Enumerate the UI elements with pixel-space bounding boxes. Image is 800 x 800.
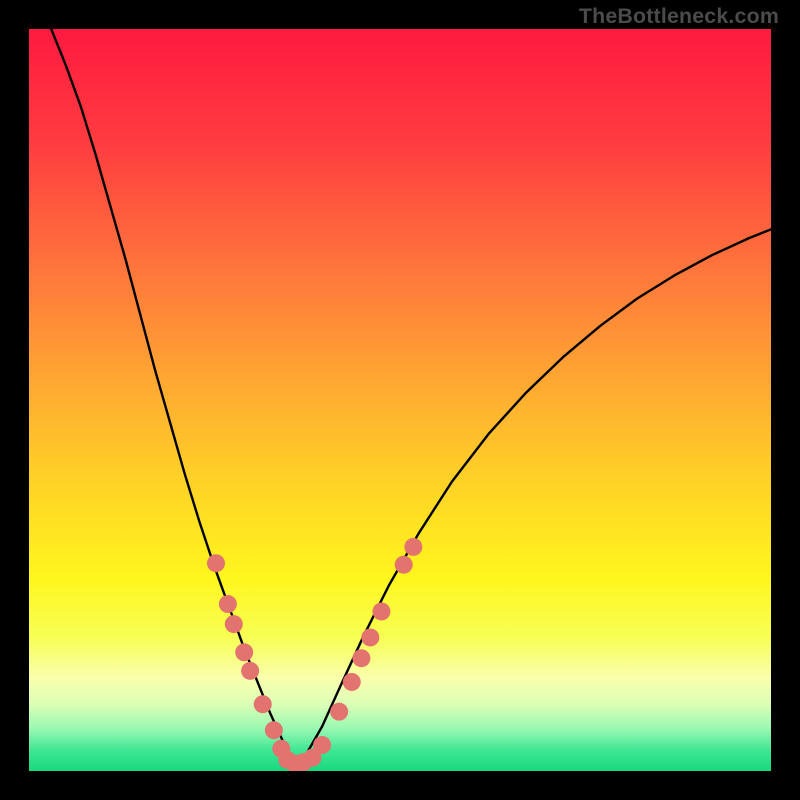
data-marker <box>254 695 272 713</box>
watermark-text: TheBottleneck.com <box>579 4 779 29</box>
gradient-background <box>29 29 771 771</box>
data-marker <box>313 736 331 754</box>
data-marker <box>219 595 237 613</box>
data-marker <box>372 602 390 620</box>
data-marker <box>404 538 422 556</box>
plot-area <box>29 29 771 771</box>
data-marker <box>265 721 283 739</box>
frame-bottom <box>0 771 800 800</box>
data-marker <box>225 615 243 633</box>
data-marker <box>241 662 259 680</box>
data-marker <box>395 556 413 574</box>
data-marker <box>235 643 253 661</box>
data-marker <box>352 649 370 667</box>
bottleneck-curve-chart <box>29 29 771 771</box>
data-marker <box>330 703 348 721</box>
frame-right <box>771 0 800 800</box>
data-marker <box>361 628 379 646</box>
data-marker <box>207 554 225 572</box>
data-marker <box>343 673 361 691</box>
frame-left <box>0 0 29 800</box>
